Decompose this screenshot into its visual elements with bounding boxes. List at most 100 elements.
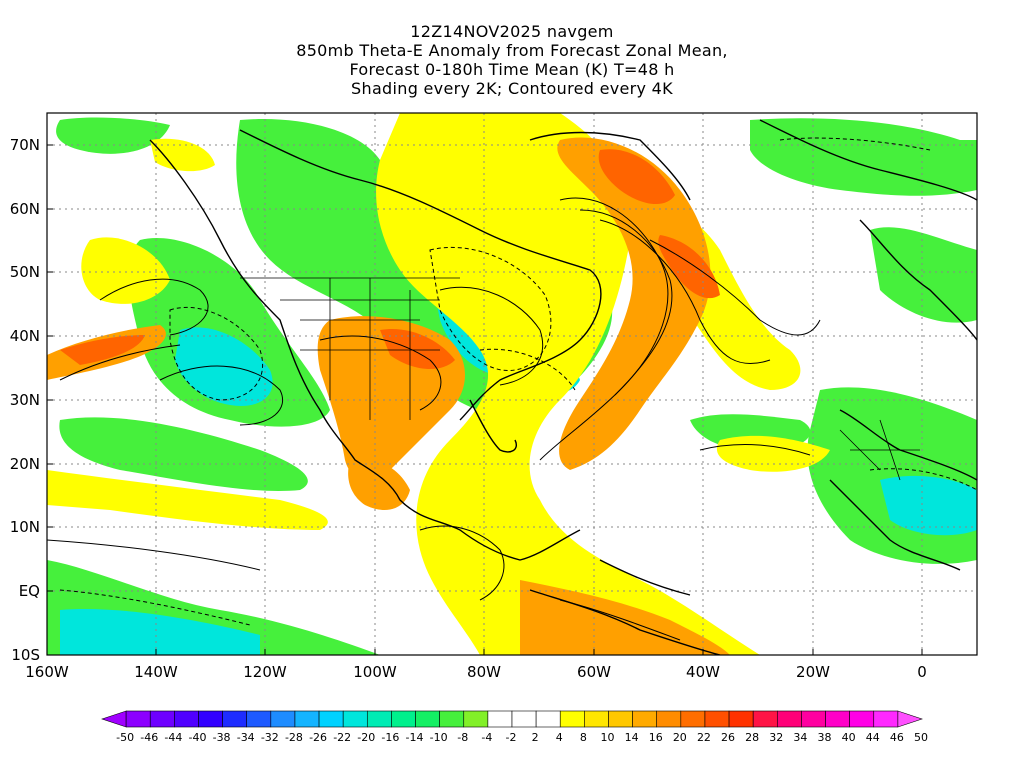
colorbar-swatch: [873, 710, 899, 728]
lon-label: 100W: [353, 663, 397, 681]
longitude-labels: 160W 140W 120W 100W 80W 60W 40W 20W 0: [25, 663, 927, 681]
lat-label: 40N: [10, 327, 40, 345]
colorbar-label: 2: [532, 731, 539, 744]
colorbar-swatch: [608, 710, 633, 728]
negative-contour-lines: [59, 137, 977, 626]
colorbar: -50 -46 -44 -40 -38 -34 -32 -28 -26 -22 -20 -16 -14-…: [101, 710, 928, 744]
lon-label: 0: [917, 663, 927, 681]
colorbar-label: -44: [164, 731, 182, 744]
colorbar-swatch: [704, 710, 730, 728]
colorbar-label: -20: [357, 731, 375, 744]
colorbar-swatch: [246, 710, 272, 728]
colorbar-swatch: [463, 710, 489, 728]
axis-ticks: [47, 144, 923, 655]
weak-positive-anomaly-regions: [47, 113, 830, 655]
colorbar-label: -38: [213, 731, 231, 744]
colorbar-label: -22: [333, 731, 351, 744]
lat-label: EQ: [19, 582, 40, 600]
colorbar-swatch: [149, 710, 175, 728]
colorbar-swatch: [728, 710, 754, 728]
colorbar-swatch: [391, 710, 416, 728]
lon-label: 20W: [796, 663, 830, 681]
colorbar-swatch: [849, 710, 875, 728]
lon-label: 140W: [134, 663, 178, 681]
colorbar-swatch: [439, 710, 465, 728]
colorbar-swatch: [511, 710, 537, 728]
colorbar-label: 34: [793, 731, 807, 744]
colorbar-label: -16: [381, 731, 399, 744]
lon-label: 40W: [686, 663, 720, 681]
lat-label: 50N: [10, 263, 40, 281]
colorbar-swatch: [294, 710, 320, 728]
lat-label: 20N: [10, 455, 40, 473]
colorbar-label: 44: [866, 731, 880, 744]
colorbar-label: 16: [649, 731, 663, 744]
colorbar-swatch: [101, 710, 127, 728]
lat-label: 30N: [10, 391, 40, 409]
colorbar-label: 28: [745, 731, 759, 744]
colorbar-swatch: [559, 710, 585, 728]
colorbar-label: -26: [309, 731, 327, 744]
lon-label: 120W: [243, 663, 287, 681]
colorbar-label: 26: [721, 731, 735, 744]
lat-label: 10S: [11, 646, 40, 664]
strong-positive-anomaly-regions: [60, 149, 720, 370]
lon-label: 160W: [25, 663, 69, 681]
colorbar-swatch: [632, 710, 658, 728]
colorbar-label: -4: [481, 731, 492, 744]
colorbar-swatch: [584, 710, 609, 728]
lon-label: 60W: [577, 663, 611, 681]
colorbar-swatch: [270, 710, 296, 728]
lon-label: 80W: [467, 663, 501, 681]
colorbar-swatch: [318, 710, 344, 728]
colorbar-label: -10: [430, 731, 448, 744]
colorbar-label: -8: [457, 731, 468, 744]
colorbar-swatch: [198, 710, 223, 728]
colorbar-label: -46: [140, 731, 158, 744]
colorbar-label: -28: [285, 731, 303, 744]
colorbar-label: -14: [406, 731, 424, 744]
colorbar-label: 8: [580, 731, 587, 744]
title-line-4: Shading every 2K; Contoured every 4K: [351, 79, 673, 98]
colorbar-label: -2: [506, 731, 517, 744]
coastlines: [149, 119, 977, 655]
colorbar-swatch: [656, 710, 682, 728]
colorbar-swatch: [342, 710, 368, 728]
colorbar-label: 46: [890, 731, 904, 744]
lat-label: 10N: [10, 518, 40, 536]
colorbar-swatch: [174, 710, 199, 728]
colorbar-label: -34: [237, 731, 255, 744]
colorbar-label: 32: [769, 731, 783, 744]
colorbar-label: 20: [673, 731, 687, 744]
colorbar-swatch: [366, 710, 392, 728]
colorbar-label: -50: [116, 731, 134, 744]
colorbar-label: 50: [914, 731, 928, 744]
colorbar-swatch: [825, 710, 850, 728]
colorbar-label: -32: [261, 731, 279, 744]
colorbar-swatch: [415, 710, 440, 728]
lat-label: 60N: [10, 200, 40, 218]
colorbar-swatch: [125, 710, 151, 728]
title-line-3: Forecast 0-180h Time Mean (K) T=48 h: [349, 60, 675, 79]
latitude-labels: 70N 60N 50N 40N 30N 20N 10N EQ 10S: [10, 136, 40, 664]
title-line-2: 850mb Theta-E Anomaly from Forecast Zona…: [296, 41, 728, 60]
colorbar-swatch: [801, 710, 826, 728]
title-line-1: 12Z14NOV2025 navgem: [410, 22, 614, 41]
colorbar-swatch: [222, 710, 248, 728]
colorbar-label: 14: [625, 731, 639, 744]
lat-label: 70N: [10, 136, 40, 154]
colorbar-swatch: [752, 710, 778, 728]
colorbar-label: -40: [188, 731, 206, 744]
colorbar-swatch: [897, 710, 923, 728]
colorbar-label: 10: [600, 731, 614, 744]
map-title-block: 12Z14NOV2025 navgem 850mb Theta-E Anomal…: [0, 22, 1024, 98]
colorbar-swatch: [487, 710, 513, 728]
colorbar-swatch: [776, 710, 802, 728]
colorbar-label: 40: [842, 731, 856, 744]
colorbar-label: 22: [697, 731, 711, 744]
political-boundaries: [240, 277, 920, 481]
colorbar-swatch: [535, 710, 561, 728]
colorbar-label: 4: [556, 731, 563, 744]
map-plot-area: [47, 113, 977, 655]
